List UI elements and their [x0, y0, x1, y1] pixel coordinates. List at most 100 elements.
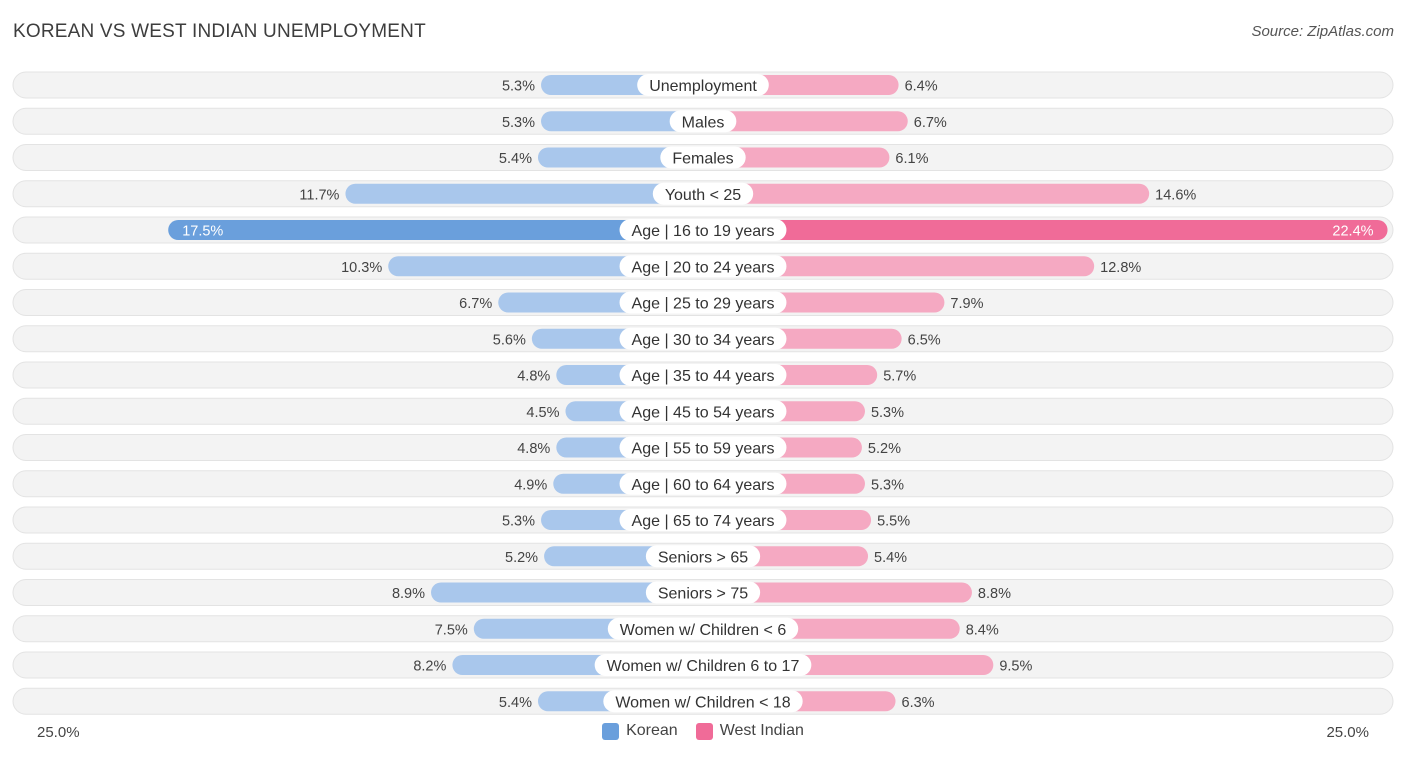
row-seniors-75: 8.9% 8.8% Seniors > 75 [12, 579, 1394, 606]
category-label: Females [672, 151, 733, 168]
row-age-65-to-74-years: 5.3% 5.5% Age | 65 to 74 years [12, 506, 1394, 534]
value-label-korean: 4.5% [526, 405, 559, 421]
legend-item-west-indian[interactable]: West Indian [695, 722, 804, 740]
category-label: Seniors > 75 [658, 586, 748, 603]
category-label: Age | 60 to 64 years [632, 477, 775, 494]
category-label: Age | 16 to 19 years [632, 223, 775, 240]
bar-west-indian [703, 183, 1150, 204]
category-label-pill [594, 654, 812, 676]
value-label-west-indian: 6.4% [905, 79, 938, 95]
bar-west-indian [703, 220, 1388, 240]
category-label-pill [637, 74, 769, 96]
value-label-korean: 5.6% [493, 332, 526, 348]
row-age-35-to-44-years: 4.8% 5.7% Age | 35 to 44 years [12, 361, 1394, 389]
category-label: Seniors > 65 [658, 549, 748, 566]
value-label-korean: 4.8% [517, 369, 550, 385]
value-label-korean: 8.9% [392, 586, 425, 602]
chart-title: KOREAN VS WEST INDIAN UNEMPLOYMENT [13, 21, 426, 42]
value-label-west-indian: 9.5% [999, 659, 1032, 675]
category-label-pill [619, 291, 787, 314]
row-age-45-to-54-years: 4.5% 5.3% Age | 45 to 54 years [12, 397, 1394, 425]
value-label-west-indian: 6.3% [902, 695, 935, 711]
category-label-pill [607, 617, 799, 640]
value-label-korean: 6.7% [459, 296, 492, 312]
value-label-korean: 5.4% [499, 151, 532, 167]
value-label-korean: 4.8% [517, 441, 550, 457]
row-age-55-to-59-years: 4.8% 5.2% Age | 55 to 59 years [12, 434, 1394, 461]
row-age-25-to-29-years: 6.7% 7.9% Age | 25 to 29 years [12, 289, 1394, 316]
row-males: 5.3% 6.7% Males [12, 107, 1394, 135]
value-label-west-indian: 5.3% [871, 477, 904, 493]
value-label-west-indian: 5.7% [883, 369, 916, 385]
row-unemployment: 5.3% 6.4% Unemployment [12, 71, 1394, 99]
bar-korean [168, 220, 703, 240]
category-label: Age | 35 to 44 years [632, 368, 775, 385]
value-label-korean: 11.7% [299, 187, 339, 203]
category-label-pill [652, 182, 754, 205]
value-label-korean: 5.2% [505, 550, 538, 566]
row-age-20-to-24-years: 10.3% 12.8% Age | 20 to 24 years [12, 252, 1394, 280]
value-label-west-indian: 5.5% [877, 514, 910, 530]
bar-korean [541, 111, 703, 132]
category-label: Unemployment [649, 78, 757, 95]
value-label-west-indian: 8.8% [978, 586, 1011, 602]
value-label-west-indian: 6.7% [914, 115, 947, 131]
category-label-pill [619, 327, 787, 350]
row-age-16-to-19-years: 17.5% 22.4% Age | 16 to 19 years [12, 216, 1394, 244]
category-label-pill [619, 436, 787, 459]
axis-left-label: 25.0% [37, 724, 80, 741]
legend-label-west-indian: West Indian [719, 722, 804, 739]
value-label-korean: 5.3% [502, 79, 535, 95]
legend: Korean West Indian [0, 722, 1406, 740]
value-label-west-indian: 6.5% [908, 332, 941, 348]
value-label-west-indian: 5.2% [868, 441, 901, 457]
category-label: Age | 30 to 34 years [632, 332, 775, 349]
category-label-pill [619, 219, 787, 241]
category-label-pill [660, 146, 746, 169]
value-label-korean: 8.2% [413, 659, 446, 675]
value-label-west-indian: 5.3% [871, 405, 904, 421]
value-label-west-indian: 5.4% [874, 550, 907, 566]
category-label: Age | 55 to 59 years [632, 441, 775, 458]
category-label-pill [619, 364, 787, 386]
legend-swatch-korean [602, 722, 620, 740]
value-label-korean: 5.3% [502, 115, 535, 131]
row-youth-25: 11.7% 14.6% Youth < 25 [12, 180, 1394, 208]
category-label-pill [619, 255, 787, 278]
value-label-west-indian: 8.4% [966, 622, 999, 638]
legend-item-korean[interactable]: Korean [602, 722, 678, 740]
bar-korean [431, 582, 703, 603]
category-label-pill [645, 581, 761, 604]
value-label-korean: 5.4% [499, 695, 532, 711]
category-label: Age | 45 to 54 years [632, 404, 775, 421]
row-age-60-to-64-years: 4.9% 5.3% Age | 60 to 64 years [12, 470, 1394, 498]
bar-west-indian [703, 582, 972, 603]
row-women-w-children-6: 7.5% 8.4% Women w/ Children < 6 [12, 615, 1394, 643]
row-women-w-children-6-to-17: 8.2% 9.5% Women w/ Children 6 to 17 [12, 651, 1394, 679]
value-label-korean: 7.5% [435, 622, 468, 638]
value-label-west-indian: 22.4% [1332, 224, 1373, 240]
category-label-pill [619, 400, 787, 423]
category-label: Women w/ Children < 18 [615, 694, 790, 711]
source-note: Source: ZipAtlas.com [1251, 23, 1394, 40]
value-label-west-indian: 6.1% [895, 151, 928, 167]
category-label-pill [669, 110, 737, 133]
value-label-korean: 4.9% [514, 477, 547, 493]
value-label-korean: 17.5% [182, 224, 223, 240]
legend-swatch-west-indian [695, 722, 713, 740]
value-label-korean: 10.3% [341, 260, 382, 276]
category-label: Age | 25 to 29 years [632, 296, 775, 313]
category-label-pill [645, 545, 761, 568]
category-label: Women w/ Children 6 to 17 [607, 658, 800, 675]
bar-west-indian [703, 111, 908, 132]
category-label: Age | 65 to 74 years [632, 513, 775, 530]
row-females: 5.4% 6.1% Females [12, 144, 1394, 171]
category-label: Women w/ Children < 6 [620, 622, 787, 639]
bar-west-indian [703, 147, 890, 168]
row-seniors-65: 5.2% 5.4% Seniors > 65 [12, 542, 1394, 570]
axis-right-label: 25.0% [1326, 724, 1369, 741]
value-label-west-indian: 7.9% [950, 296, 983, 312]
value-label-west-indian: 14.6% [1155, 187, 1196, 203]
value-label-west-indian: 12.8% [1100, 260, 1141, 276]
